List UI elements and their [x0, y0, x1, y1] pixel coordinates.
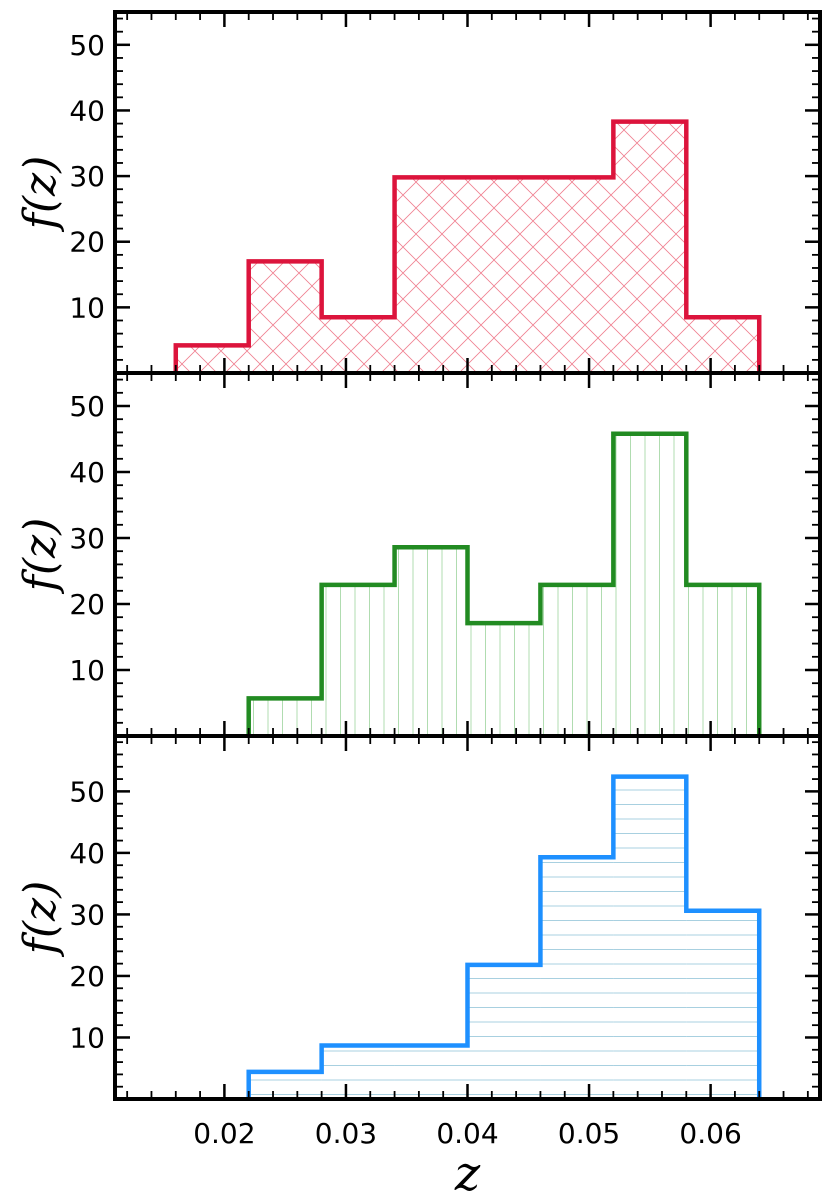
histogram-bar — [686, 317, 760, 373]
histogram-bar — [540, 584, 614, 736]
y-tick-label: 50 — [69, 29, 105, 62]
histogram-bar — [613, 776, 687, 1099]
x-tick-label: 0.03 — [315, 1117, 377, 1150]
histogram-bar — [540, 857, 614, 1099]
x-axis: 0.02 0.03 0.04 0.05 0.06 z — [193, 1117, 742, 1202]
histogram-bar — [394, 547, 468, 736]
panels: 10 20 30 40 50 f(z) 10 20 30 40 50 f(z) 10 20 30 40 50 f(… — [15, 10, 822, 1101]
y-tick-label: 40 — [69, 456, 105, 489]
histogram-bar — [248, 261, 322, 373]
x-tick-label: 0.06 — [679, 1117, 741, 1150]
histogram-bar — [248, 1071, 322, 1099]
histogram-bar — [321, 317, 395, 373]
y-axis-label: f(z) — [15, 518, 66, 595]
x-tick-label: 0.04 — [436, 1117, 498, 1150]
histogram-bar — [394, 177, 468, 373]
y-tick-label: 20 — [69, 588, 105, 621]
histogram-outline — [246, 774, 762, 1099]
y-tick-label: 10 — [69, 654, 105, 687]
y-axis-label: f(z) — [15, 156, 66, 233]
y-tick-label: 10 — [69, 291, 105, 324]
y-tick-label: 40 — [69, 94, 105, 127]
y-tick-label: 40 — [69, 837, 105, 870]
y-tick-label: 50 — [69, 390, 105, 423]
panel-3: 10 20 30 40 50 f(z) — [15, 734, 822, 1101]
x-tick-label: 0.05 — [558, 1117, 620, 1150]
y-tick-label: 10 — [69, 1021, 105, 1054]
panel-2: 10 20 30 40 50 f(z) — [15, 371, 822, 738]
panel-frame — [113, 734, 822, 1101]
y-tick-label: 20 — [69, 960, 105, 993]
histogram-bar — [540, 177, 614, 373]
histogram-outline — [173, 119, 762, 373]
y-tick-label: 30 — [69, 160, 105, 193]
histogram-bar — [321, 584, 395, 736]
y-tick-label: 20 — [69, 226, 105, 259]
histogram-bar — [248, 698, 322, 736]
histogram-bar — [686, 584, 760, 736]
histogram-bar — [321, 1045, 395, 1099]
y-tick-label: 50 — [69, 775, 105, 808]
histogram-bar — [394, 1045, 468, 1099]
histogram-bar — [467, 623, 541, 736]
histogram-outline — [246, 431, 762, 736]
y-tick-label: 30 — [69, 522, 105, 555]
histogram-bar — [467, 964, 541, 1099]
histogram-bar — [175, 345, 249, 373]
x-tick-label: 0.02 — [193, 1117, 255, 1150]
histogram-bar — [613, 121, 687, 373]
x-axis-label: z — [454, 1146, 481, 1202]
histogram-bar — [613, 433, 687, 736]
histogram-bar — [467, 177, 541, 373]
histogram-bar — [686, 910, 760, 1099]
y-axis-label: f(z) — [15, 881, 66, 958]
panel-1: 10 20 30 40 50 f(z) — [15, 10, 822, 375]
y-tick-label: 30 — [69, 898, 105, 931]
